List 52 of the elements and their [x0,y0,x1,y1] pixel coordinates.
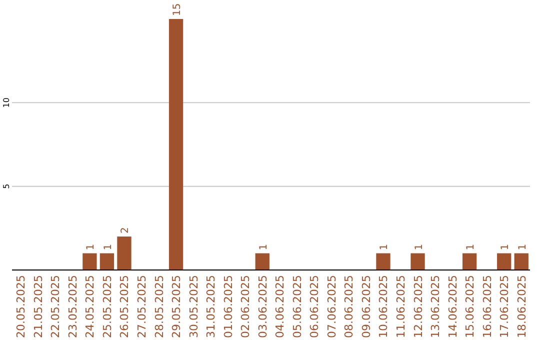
data-label: 1 [102,244,114,250]
data-label: 15 [172,3,184,16]
x-tick-label: 02.06.2025 [239,275,252,338]
data-label: 1 [258,244,270,250]
bar [255,253,270,270]
data-label: 1 [517,244,528,250]
x-tick-label: 07.06.2025 [325,275,338,338]
x-tick-label: 21.05.2025 [32,275,45,338]
bar [117,236,132,270]
x-tick-label: 31.05.2025 [204,275,218,338]
bar [82,253,97,270]
x-tick-label: 30.05.2025 [187,275,200,338]
x-tick-label: 11.06.2025 [394,275,408,338]
bar [462,253,477,270]
x-tick-label: 09.06.2025 [360,275,373,338]
x-tick-label: 01.06.2025 [222,275,235,338]
x-tick-label: 03.06.2025 [256,275,270,338]
y-tick-label: 10 [2,98,11,108]
x-tick-label: 10.06.2025 [377,275,390,338]
bar [100,253,114,270]
y-tick-label: 5 [2,184,11,189]
x-tick-label: 27.05.2025 [136,275,148,338]
data-label: 1 [466,244,477,250]
x-tick-label: 25.05.2025 [100,275,114,338]
x-tick-label: 13.06.2025 [429,275,442,338]
x-tick-label: 14.06.2025 [446,275,460,338]
x-tick-label: 16.06.2025 [480,275,494,338]
x-tick-label: 17.06.2025 [498,275,512,338]
x-tick-label: 08.06.2025 [342,275,356,338]
data-label: 1 [379,244,390,250]
x-tick-label: 22.05.2025 [49,275,62,338]
data-label: 1 [86,244,97,250]
x-tick-label: 04.06.2025 [274,275,287,338]
bar [514,253,528,270]
bar [497,253,512,270]
x-tick-label: 12.06.2025 [412,275,425,338]
data-label: 2 [120,227,132,234]
x-tick-label: 26.05.2025 [118,275,132,338]
data-label: 1 [414,244,425,250]
x-tick-label: 15.06.2025 [464,275,477,338]
x-tick-label: 23.05.2025 [66,275,80,338]
x-tick-label: 29.05.2025 [170,275,184,338]
x-tick-label: 18.06.2025 [515,275,528,338]
x-tick-label: 24.05.2025 [84,275,97,338]
bar [168,19,184,270]
data-label: 1 [500,244,512,250]
x-tick-label: 05.06.2025 [290,275,304,338]
bar [410,253,425,270]
x-tick-label: 28.05.2025 [152,275,166,338]
bar [376,253,390,270]
x-tick-label: 20.05.2025 [14,275,28,338]
x-tick-label: 06.06.2025 [308,275,322,338]
